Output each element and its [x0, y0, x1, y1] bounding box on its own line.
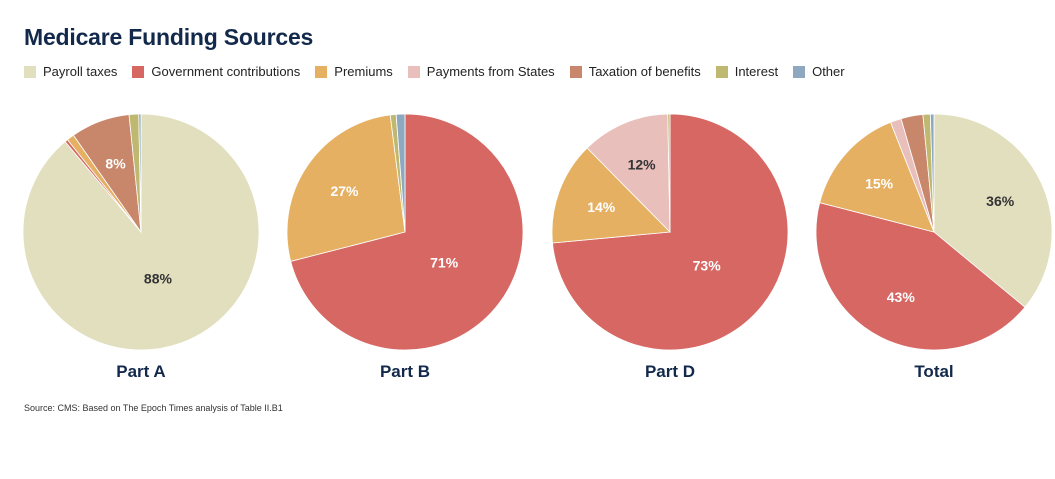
legend-item-other: Other [793, 64, 845, 79]
pie-svg: 36% 43% 15% [815, 113, 1053, 351]
chart-title: Medicare Funding Sources [24, 24, 314, 50]
legend-swatch [132, 65, 145, 78]
slice-data-label: 15% [865, 176, 894, 192]
slice-data-label: 12% [628, 157, 657, 173]
pie-title-part-d: Part D [644, 362, 696, 381]
source-note: Source: CMS: Based on The Epoch Times an… [24, 403, 283, 413]
pie-slice-other [138, 113, 142, 233]
pie-slice-premiums [551, 147, 671, 244]
legend-swatch [715, 65, 728, 78]
legend-item-payroll-taxes: Payroll taxes [24, 64, 117, 79]
pie-title-part-b: Part B [379, 362, 431, 381]
legend-label: Premiums [334, 64, 393, 79]
slice-data-label: 36% [986, 193, 1015, 209]
legend-swatch [407, 65, 420, 78]
legend-label: Payments from States [426, 64, 555, 79]
pie-slice-government-contributions [290, 113, 524, 351]
pie-title-part-a: Part A [116, 362, 166, 381]
slice-data-label: 71% [430, 254, 459, 270]
legend: Payroll taxes Government contributions P… [24, 64, 860, 79]
pie-slice-premiums [819, 121, 935, 233]
pie-part-a: 88% 8% Part A [16, 100, 266, 381]
slice-data-label: 27% [330, 183, 359, 199]
slice-data-label: 14% [587, 199, 616, 215]
slice-data-label: 73% [693, 257, 722, 273]
pie-total: 36% 43% 15% Total [809, 100, 1055, 381]
pie-slice-payroll-taxes [933, 113, 1053, 308]
legend-label: Taxation of benefits [588, 64, 701, 79]
pie-slice-interest [667, 113, 671, 233]
legend-swatch [793, 65, 806, 78]
pie-part-b: 71% 27% Part B [280, 100, 530, 381]
pie-title-total: Total [914, 362, 954, 381]
pie-svg: 73% 14% 12% [551, 113, 789, 351]
pie-slice-other [395, 113, 406, 233]
legend-label: Interest [734, 64, 779, 79]
legend-item-premiums: Premiums [315, 64, 393, 79]
legend-swatch [24, 65, 36, 78]
pie-slice-payments-from-states [586, 113, 671, 233]
legend-item-payments-from-states: Payments from States [407, 64, 555, 79]
pie-slice-government-contributions [815, 202, 1026, 351]
legend-item-government-contributions: Government contributions [132, 64, 300, 79]
slice-data-label: 8% [105, 155, 126, 171]
legend-label: Government contributions [151, 64, 301, 79]
slice-data-label: 88% [144, 271, 173, 287]
pie-slice-other [929, 113, 935, 233]
pie-svg: 88% 8% [22, 113, 260, 351]
pie-slice-premiums [286, 114, 406, 262]
legend-item-taxation-of-benefits: Taxation of benefits [569, 64, 701, 79]
slice-data-label: 43% [887, 289, 916, 305]
legend-label: Payroll taxes [43, 64, 118, 79]
legend-label: Other [812, 64, 845, 79]
legend-swatch [315, 65, 328, 78]
legend-item-interest: Interest [715, 64, 779, 79]
pie-part-d: 73% 14% 12% Part D [545, 100, 795, 381]
legend-swatch [569, 65, 582, 78]
pie-svg: 71% 27% [286, 113, 524, 351]
